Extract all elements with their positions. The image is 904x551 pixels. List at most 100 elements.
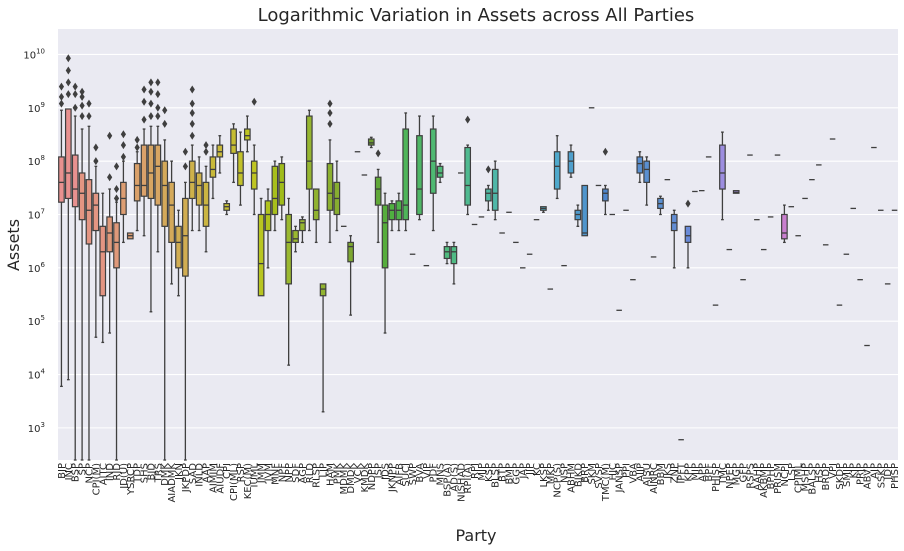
- x-tick-label: NSP: [560, 463, 571, 483]
- box-NCP: [85, 99, 93, 461]
- outlier-point: [485, 165, 491, 174]
- iqr-box: [243, 128, 251, 141]
- outlier-point: [602, 147, 608, 156]
- x-tick-label: MKP: [546, 463, 557, 484]
- outlier-point: [155, 103, 161, 112]
- x-tick-label: AJP: [869, 463, 880, 479]
- x-tick-label: GFP: [739, 463, 750, 483]
- x-tick-label: NPP: [284, 463, 295, 483]
- x-tick-label: NPF: [277, 463, 288, 483]
- box-SHS: [140, 85, 148, 237]
- iqr-box: [99, 225, 107, 297]
- x-tick-label: JKPDP: [181, 463, 192, 493]
- iqr-box: [567, 151, 575, 174]
- y-tick-exponent: 7: [41, 207, 45, 215]
- outlier-point: [327, 119, 333, 128]
- x-tick-label: HSP: [814, 463, 825, 483]
- x-tick-label: BJP: [57, 463, 68, 479]
- box-AJSU: [643, 156, 651, 206]
- y-tick-base: 10: [28, 317, 41, 328]
- x-tick-label: RLD: [305, 463, 316, 484]
- outlier-point: [148, 112, 154, 121]
- outlier-point: [134, 135, 140, 144]
- iqr-box: [78, 172, 86, 221]
- iqr-box: [464, 146, 472, 206]
- outlier-point: [189, 119, 195, 128]
- iqr-box: [319, 283, 327, 297]
- outlier-point: [72, 82, 78, 91]
- x-tick-label: IND: [105, 463, 116, 481]
- y-tick-exponent: 3: [41, 421, 45, 429]
- outlier-point: [685, 199, 691, 208]
- x-tick-label: GGP: [511, 463, 522, 485]
- plot-background: [58, 29, 898, 460]
- y-tick-base: 10: [28, 157, 41, 168]
- y-tick-base: 10: [28, 371, 41, 382]
- box-AIADMK: [168, 160, 175, 285]
- iqr-box: [147, 144, 155, 200]
- box-SDF: [292, 225, 299, 253]
- x-tick-label: BLSP: [491, 463, 502, 488]
- y-tick-label: 109: [28, 101, 45, 115]
- x-tick-label: PMK: [332, 463, 343, 485]
- box-series: [58, 54, 898, 461]
- x-tick-label: TMC: [718, 463, 729, 486]
- x-tick-label: JDP: [883, 463, 894, 481]
- y-tick-label: 104: [28, 368, 46, 382]
- x-tick-label: BBM: [656, 463, 667, 485]
- x-tick-label: JSP: [374, 463, 385, 479]
- x-tick-label: TDP: [133, 463, 144, 484]
- iqr-box: [643, 160, 651, 183]
- y-axis-label: Assets: [4, 219, 23, 271]
- x-tick-label: PDF: [429, 463, 440, 483]
- x-tick-label: APP: [697, 463, 708, 482]
- outlier-point: [182, 162, 188, 171]
- iqr-box: [312, 188, 320, 221]
- outlier-point: [155, 90, 161, 99]
- iqr-box: [71, 154, 79, 208]
- outlier-point: [65, 54, 71, 63]
- iqr-box: [636, 156, 644, 174]
- x-tick-label: MDMK: [339, 463, 350, 495]
- box-BRP: [581, 184, 589, 237]
- box-TDP: [133, 135, 141, 232]
- iqr-box: [719, 144, 726, 190]
- x-tick-label: SUCI: [401, 463, 412, 487]
- x-tick-label: SAD: [188, 463, 199, 484]
- x-tick-label: ZNP: [670, 463, 681, 483]
- iqr-box: [154, 144, 162, 206]
- x-tick-label: MJP: [477, 463, 488, 481]
- outlier-point: [120, 141, 127, 150]
- box-LKSP: [540, 206, 547, 213]
- iqr-box: [299, 219, 306, 232]
- box-CPI(M): [92, 143, 100, 338]
- x-tick-label: AGP: [298, 463, 309, 483]
- box-BJP: [58, 82, 65, 388]
- x-tick-label: SMJP: [842, 463, 853, 487]
- box-NCP(S): [553, 135, 561, 200]
- chart-title: Logarithmic Variation in Assets across A…: [258, 5, 695, 26]
- iqr-box: [216, 144, 224, 158]
- iqr-box: [326, 162, 334, 211]
- outlier-point: [86, 99, 92, 108]
- box-ZNP: [670, 209, 678, 269]
- y-tick-base: 10: [28, 424, 41, 435]
- box-DMDK: [347, 235, 354, 316]
- x-tick-label: JKS: [663, 463, 674, 480]
- y-tick-exponent: 4: [41, 368, 46, 376]
- box-KPP: [684, 199, 692, 269]
- box-RPI(A): [464, 115, 472, 216]
- x-tick-label: NDPP: [367, 463, 378, 490]
- iqr-box: [781, 213, 788, 240]
- x-tick-label: ABVP: [863, 463, 874, 489]
- x-tick-label: VCK: [353, 463, 364, 484]
- box-NPF: [278, 156, 286, 221]
- box-AIFB: [395, 192, 403, 232]
- box-JKN: [175, 209, 182, 297]
- box-KEC(M): [243, 115, 251, 153]
- outlier-point: [251, 97, 257, 106]
- box-MGP: [732, 190, 740, 194]
- x-tick-label: JANSP: [615, 463, 626, 493]
- x-tick-label: KEC(M): [243, 463, 254, 499]
- outlier-point: [107, 131, 113, 140]
